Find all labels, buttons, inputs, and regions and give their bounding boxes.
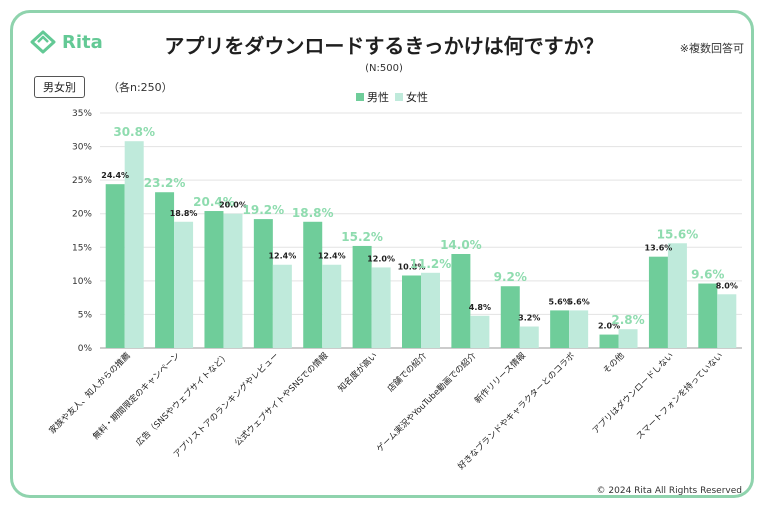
bar-female: [470, 315, 490, 348]
value-label-female: 18.8%: [170, 209, 198, 218]
bar-male: [155, 192, 175, 348]
category-label: ゲーム実況やYouTube動画での紹介: [374, 350, 479, 455]
value-label-male: 19.2%: [243, 203, 285, 217]
sample-size-label: （各n:250）: [108, 81, 173, 94]
category-label: 新作リリース情報: [472, 350, 528, 406]
rita-logo-icon: [30, 30, 56, 54]
bar-female: [618, 329, 638, 348]
bar-female: [322, 264, 342, 348]
bar-female: [371, 267, 391, 348]
value-label-female: 5.6%: [568, 297, 590, 306]
legend-swatch-male: [356, 93, 364, 101]
brand-logo: Rita: [30, 30, 103, 54]
value-label-female: 12.0%: [367, 254, 395, 263]
bar-female: [519, 326, 539, 348]
value-label-female: 2.8%: [611, 313, 644, 327]
value-label-male: 9.6%: [691, 268, 724, 282]
category-label: 店舗での紹介: [385, 350, 429, 394]
value-label-male: 15.2%: [341, 230, 383, 244]
value-label-female: 8.0%: [716, 281, 738, 290]
category-label: 公式ウェブサイトやSNSでの情報: [232, 350, 330, 448]
bar-female: [223, 213, 243, 348]
value-label-male: 20.4%: [193, 195, 235, 209]
segment-badge: 男女別: [34, 76, 85, 98]
bar-female: [272, 264, 292, 348]
bar-male: [648, 256, 668, 348]
value-label-male: 9.2%: [494, 270, 527, 284]
legend-item-female: 女性: [395, 89, 428, 105]
y-tick-label: 20%: [72, 210, 92, 220]
bar-male: [204, 211, 224, 348]
legend-label-male: 男性: [367, 91, 389, 104]
value-label-male: 24.4%: [101, 171, 129, 180]
value-label-female: 30.8%: [113, 125, 155, 139]
category-label: アプリはダウンロードしない: [590, 350, 676, 436]
bar-male: [253, 219, 273, 348]
value-label-male: 2.0%: [598, 322, 620, 331]
bar-male: [500, 286, 520, 348]
legend-swatch-female: [395, 93, 403, 101]
value-label-female: 11.2%: [410, 257, 452, 271]
value-label-male: 13.6%: [645, 244, 673, 253]
category-label: 家族や友人、知人からの推薦: [47, 350, 133, 436]
value-label-male: 18.8%: [292, 206, 334, 220]
y-tick-label: 5%: [78, 310, 93, 320]
category-label: その他: [601, 350, 627, 376]
legend-label-female: 女性: [406, 91, 428, 104]
multiple-answer-note: ※複数回答可: [679, 42, 744, 55]
bar-male: [352, 245, 372, 348]
bar-male: [550, 310, 570, 348]
value-label-female: 12.4%: [318, 252, 346, 261]
category-label: 無料・期間限定のキャンペーン: [91, 350, 183, 442]
value-label-male: 23.2%: [144, 176, 186, 190]
y-tick-label: 10%: [72, 277, 92, 287]
value-label-female: 4.8%: [469, 303, 491, 312]
value-label-female: 20.0%: [219, 201, 247, 210]
value-label-female: 3.2%: [518, 314, 540, 323]
bar-female: [124, 141, 144, 348]
value-label-female: 12.4%: [268, 252, 296, 261]
category-label: 広告（SNSやウェブサイトなど）: [134, 350, 232, 448]
category-label: スマートフォンを持っていない: [634, 350, 725, 441]
bar-male: [402, 275, 421, 348]
value-label-female: 15.6%: [657, 227, 699, 241]
bar-male: [105, 184, 125, 348]
bar-male: [451, 254, 471, 348]
bar-female: [421, 272, 440, 348]
value-label-male: 14.0%: [440, 238, 482, 252]
y-tick-label: 15%: [72, 243, 92, 253]
legend-item-male: 男性: [356, 89, 389, 105]
category-label: 知名度が高い: [336, 350, 380, 394]
chart-subtitle: (N:500): [365, 63, 403, 74]
chart-legend: 男性 女性: [356, 89, 428, 105]
chart-title: アプリをダウンロードするきっかけは何ですか？: [164, 34, 604, 58]
bar-male: [599, 334, 619, 348]
y-tick-label: 30%: [72, 143, 92, 153]
y-tick-label: 0%: [78, 344, 93, 354]
copyright-text: © 2024 Rita All Rights Reserved: [596, 486, 742, 496]
value-label-male: 10.8%: [398, 262, 426, 271]
bar-female: [174, 221, 194, 348]
bar-female: [717, 294, 737, 348]
bar-male: [698, 283, 718, 348]
category-label: アプリストアのランキングやレビュー: [171, 350, 281, 460]
bar-male: [303, 221, 323, 348]
brand-name: Rita: [62, 31, 103, 53]
bar-female: [667, 243, 687, 348]
bar-female: [569, 310, 589, 348]
y-tick-label: 35%: [72, 109, 92, 119]
value-label-male: 5.6%: [549, 297, 571, 306]
y-tick-label: 25%: [72, 176, 92, 186]
